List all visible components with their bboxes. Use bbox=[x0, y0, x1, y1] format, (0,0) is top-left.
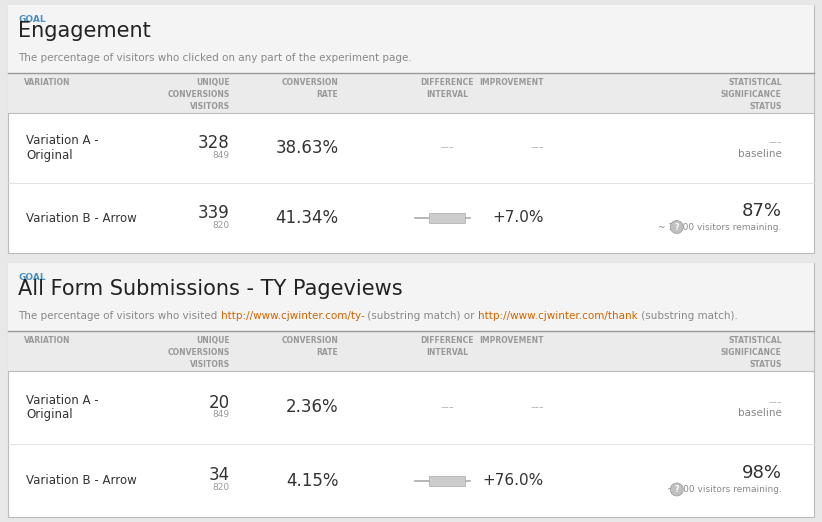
Circle shape bbox=[670, 483, 683, 496]
Text: UNIQUE
CONVERSIONS
VISITORS: UNIQUE CONVERSIONS VISITORS bbox=[168, 78, 229, 111]
Text: The percentage of visitors who visited: The percentage of visitors who visited bbox=[18, 311, 220, 321]
Text: ?: ? bbox=[675, 222, 679, 231]
Text: ---: --- bbox=[530, 401, 544, 414]
Text: 328: 328 bbox=[198, 134, 229, 152]
Text: Engagement: Engagement bbox=[18, 21, 150, 41]
Text: ---: --- bbox=[441, 401, 454, 414]
Text: ---: --- bbox=[530, 141, 544, 155]
FancyBboxPatch shape bbox=[8, 73, 814, 113]
Text: ?: ? bbox=[675, 485, 679, 494]
Text: baseline: baseline bbox=[738, 149, 782, 159]
Text: 849: 849 bbox=[213, 150, 229, 160]
Text: 41.34%: 41.34% bbox=[275, 209, 339, 227]
Text: 4.15%: 4.15% bbox=[286, 471, 339, 490]
Text: 98%: 98% bbox=[741, 465, 782, 482]
Text: 34: 34 bbox=[209, 467, 229, 484]
Text: Original: Original bbox=[26, 408, 72, 421]
Text: http://www.cjwinter.com/thank: http://www.cjwinter.com/thank bbox=[478, 311, 638, 321]
Text: +76.0%: +76.0% bbox=[483, 473, 544, 488]
FancyBboxPatch shape bbox=[429, 476, 465, 485]
Text: ~ 300 visitors remaining.: ~ 300 visitors remaining. bbox=[667, 485, 782, 494]
FancyBboxPatch shape bbox=[8, 5, 814, 253]
Text: VARIATION: VARIATION bbox=[24, 78, 71, 87]
Text: STATISTICAL
SIGNIFICANCE
STATUS: STATISTICAL SIGNIFICANCE STATUS bbox=[721, 336, 782, 369]
FancyBboxPatch shape bbox=[429, 213, 465, 223]
Text: 87%: 87% bbox=[741, 202, 782, 220]
Text: ---: --- bbox=[769, 396, 782, 409]
Text: Variation B - Arrow: Variation B - Arrow bbox=[26, 211, 137, 224]
Text: Original: Original bbox=[26, 148, 72, 161]
Text: ---: --- bbox=[769, 136, 782, 149]
Text: 20: 20 bbox=[209, 394, 229, 411]
Text: 849: 849 bbox=[213, 410, 229, 419]
Text: STATISTICAL
SIGNIFICANCE
STATUS: STATISTICAL SIGNIFICANCE STATUS bbox=[721, 78, 782, 111]
Text: Variation A -: Variation A - bbox=[26, 135, 99, 148]
Text: CONVERSION
RATE: CONVERSION RATE bbox=[282, 78, 339, 99]
Text: baseline: baseline bbox=[738, 409, 782, 419]
Text: GOAL: GOAL bbox=[18, 15, 46, 24]
Text: Variation B - Arrow: Variation B - Arrow bbox=[26, 474, 137, 487]
Text: CONVERSION
RATE: CONVERSION RATE bbox=[282, 336, 339, 357]
Text: UNIQUE
CONVERSIONS
VISITORS: UNIQUE CONVERSIONS VISITORS bbox=[168, 336, 229, 369]
Text: 820: 820 bbox=[213, 220, 229, 230]
Text: (substring match) or: (substring match) or bbox=[364, 311, 478, 321]
Circle shape bbox=[670, 220, 683, 233]
FancyBboxPatch shape bbox=[8, 5, 814, 73]
Text: 339: 339 bbox=[198, 204, 229, 222]
Text: 2.36%: 2.36% bbox=[286, 398, 339, 417]
Text: http://www.cjwinter.com/ty-: http://www.cjwinter.com/ty- bbox=[220, 311, 364, 321]
FancyBboxPatch shape bbox=[8, 263, 814, 331]
Text: 820: 820 bbox=[213, 483, 229, 492]
Text: IMPROVEMENT: IMPROVEMENT bbox=[479, 78, 544, 87]
Text: The percentage of visitors who clicked on any part of the experiment page.: The percentage of visitors who clicked o… bbox=[18, 53, 412, 63]
Text: All Form Submissions - TY Pageviews: All Form Submissions - TY Pageviews bbox=[18, 279, 403, 299]
Text: DIFFERENCE
INTERVAL: DIFFERENCE INTERVAL bbox=[421, 336, 474, 357]
Text: +7.0%: +7.0% bbox=[492, 210, 544, 226]
Text: GOAL: GOAL bbox=[18, 273, 46, 282]
Text: 38.63%: 38.63% bbox=[275, 139, 339, 157]
Text: IMPROVEMENT: IMPROVEMENT bbox=[479, 336, 544, 345]
Text: ~ 1,100 visitors remaining.: ~ 1,100 visitors remaining. bbox=[658, 222, 782, 231]
Text: (substring match).: (substring match). bbox=[638, 311, 737, 321]
Text: ---: --- bbox=[441, 141, 454, 155]
Text: Variation A -: Variation A - bbox=[26, 394, 99, 407]
Text: DIFFERENCE
INTERVAL: DIFFERENCE INTERVAL bbox=[421, 78, 474, 99]
FancyBboxPatch shape bbox=[8, 331, 814, 371]
FancyBboxPatch shape bbox=[8, 263, 814, 517]
Text: VARIATION: VARIATION bbox=[24, 336, 71, 345]
